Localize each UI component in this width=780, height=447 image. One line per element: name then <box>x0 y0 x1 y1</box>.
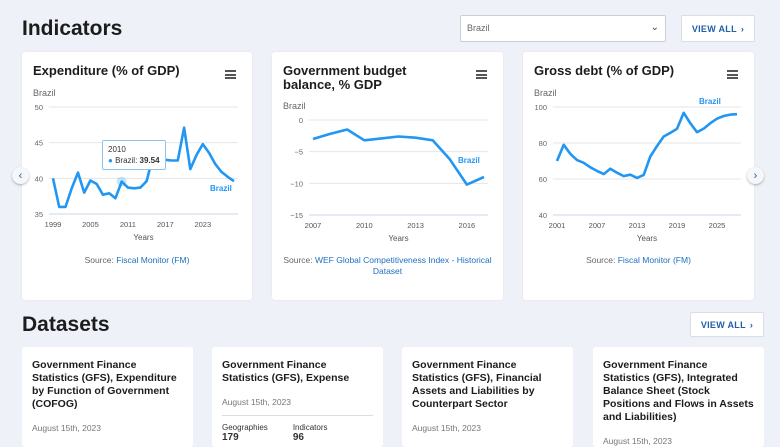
datasets-heading: Datasets <box>22 313 110 337</box>
y-tick-label: −15 <box>290 211 303 220</box>
x-tick-label: 2013 <box>629 221 646 230</box>
dataset-card[interactable]: Government Finance Statistics (GFS), Fin… <box>402 347 573 447</box>
source-link[interactable]: WEF Global Competitiveness Index - Histo… <box>315 255 492 276</box>
chart-plot: −15 −10 −5 0 2007 2010 2013 2016 Years Brazil <box>272 52 503 252</box>
y-tick-label: 60 <box>539 175 547 184</box>
source-link[interactable]: Fiscal Monitor (FM) <box>618 255 691 265</box>
tooltip-series: Brazil <box>115 156 135 165</box>
hover-marker <box>117 177 127 187</box>
indicators-heading: Indicators <box>22 17 122 41</box>
x-tick-label: 2007 <box>589 221 606 230</box>
dataset-date: August 15th, 2023 <box>32 423 183 433</box>
source-prefix: Source: <box>586 255 618 265</box>
y-tick-label: −5 <box>294 148 303 157</box>
chart-source: Source: Fiscal Monitor (FM) <box>22 255 252 266</box>
dataset-title[interactable]: Government Finance Statistics (GFS), Exp… <box>222 359 373 385</box>
chart-card-budget-balance: Government budget balance, % GDP Brazil … <box>272 52 503 300</box>
y-tick-label: 100 <box>534 103 547 112</box>
country-select-value: Brazil <box>467 23 490 33</box>
x-axis-label: Years <box>133 233 153 242</box>
source-prefix: Source: <box>85 255 117 265</box>
x-axis-label: Years <box>637 234 657 243</box>
chevron-down-icon: ⌄ <box>651 22 659 33</box>
series-label: Brazil <box>699 97 721 106</box>
x-tick-label: 2005 <box>82 220 99 229</box>
x-tick-label: 2017 <box>157 220 174 229</box>
datasets-view-all-button[interactable]: VIEW ALL › <box>690 312 764 337</box>
chevron-left-icon: ‹ <box>19 170 23 182</box>
dataset-title[interactable]: Government Finance Statistics (GFS), Int… <box>603 359 754 424</box>
y-tick-label: 40 <box>539 211 547 220</box>
chevron-right-icon: › <box>741 24 744 34</box>
x-tick-label: 2010 <box>356 221 373 230</box>
indicators-view-all-button[interactable]: VIEW ALL › <box>681 15 755 42</box>
chart-source: Source: Fiscal Monitor (FM) <box>523 255 754 266</box>
view-all-label: VIEW ALL <box>692 24 737 34</box>
view-all-label: VIEW ALL <box>701 320 746 330</box>
x-tick-label: 2023 <box>194 220 211 229</box>
x-tick-label: 2011 <box>120 220 136 229</box>
country-select[interactable]: Brazil ⌄ <box>460 15 666 42</box>
dataset-date: August 15th, 2023 <box>603 436 754 446</box>
dataset-date: August 15th, 2023 <box>412 423 563 433</box>
carousel-next-button[interactable]: › <box>747 167 764 184</box>
source-link[interactable]: Fiscal Monitor (FM) <box>116 255 189 265</box>
carousel-prev-button[interactable]: ‹ <box>12 167 29 184</box>
x-tick-label: 2019 <box>669 221 686 230</box>
x-tick-label: 2001 <box>549 221 566 230</box>
chevron-right-icon: › <box>754 170 758 182</box>
chevron-right-icon: › <box>750 320 753 330</box>
y-tick-label: 35 <box>35 210 43 219</box>
x-tick-label: 1999 <box>45 220 62 229</box>
x-tick-label: 2013 <box>407 221 424 230</box>
y-tick-label: 0 <box>299 116 303 125</box>
dataset-card[interactable]: Government Finance Statistics (GFS), Int… <box>593 347 764 447</box>
y-tick-label: 45 <box>35 139 43 148</box>
chart-plot: 40 60 80 100 2001 2007 2013 2019 2025 Years Brazil <box>523 52 754 252</box>
stat-label: Indicators <box>293 423 328 432</box>
y-tick-label: −10 <box>290 179 303 188</box>
tooltip-value: 39.54 <box>140 156 160 165</box>
x-tick-label: 2025 <box>709 221 726 230</box>
dataset-date: August 15th, 2023 <box>222 397 373 407</box>
x-tick-label: 2016 <box>459 221 476 230</box>
tooltip-year: 2010 <box>108 144 160 155</box>
x-tick-label: 2007 <box>305 221 322 230</box>
stat-value: 96 <box>293 432 328 443</box>
series-line <box>557 113 737 178</box>
chart-tooltip: 2010● Brazil: 39.54 <box>102 140 166 170</box>
dataset-title[interactable]: Government Finance Statistics (GFS), Fin… <box>412 359 563 411</box>
stat-label: Geographies <box>222 423 268 432</box>
stat-value: 179 <box>222 432 268 443</box>
series-label: Brazil <box>458 156 480 165</box>
y-tick-label: 80 <box>539 139 547 148</box>
y-tick-label: 50 <box>35 103 43 112</box>
dataset-title[interactable]: Government Finance Statistics (GFS), Exp… <box>32 359 183 411</box>
divider <box>222 415 373 416</box>
y-tick-label: 40 <box>35 174 43 183</box>
dataset-card[interactable]: Government Finance Statistics (GFS), Exp… <box>212 347 383 447</box>
dataset-card[interactable]: Government Finance Statistics (GFS), Exp… <box>22 347 193 447</box>
source-prefix: Source: <box>283 255 315 265</box>
series-label: Brazil <box>210 184 232 193</box>
chart-source: Source: WEF Global Competitiveness Index… <box>272 255 503 277</box>
x-axis-label: Years <box>388 234 408 243</box>
